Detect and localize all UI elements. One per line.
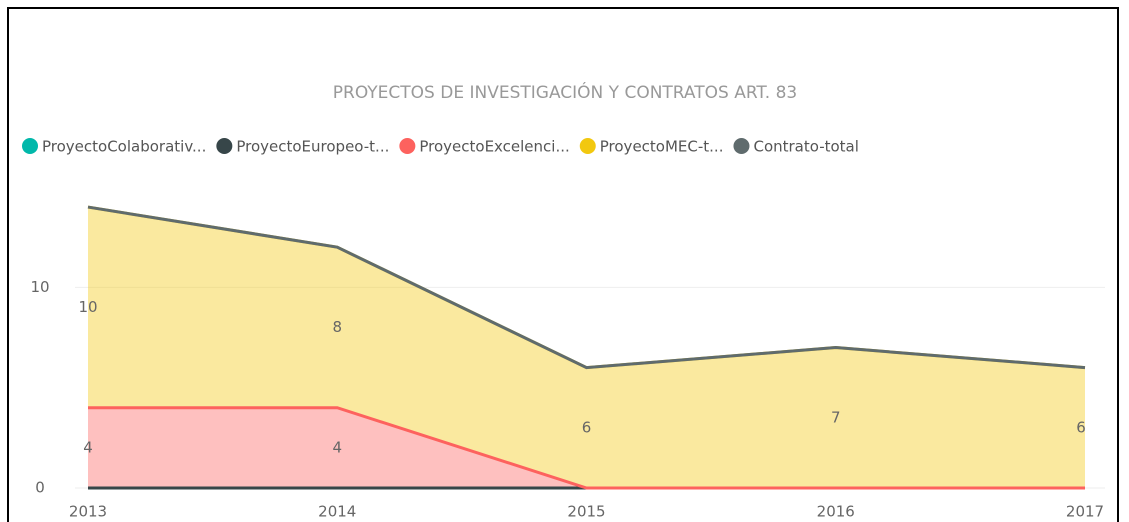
- area: [88, 407, 1085, 488]
- data-label: 4: [83, 438, 93, 456]
- legend-label: ProyectoEuropeo-t...: [236, 138, 389, 156]
- legend-label: ProyectoExcelenci...: [419, 138, 569, 156]
- legend-label: ProyectoColaborativ...: [42, 138, 206, 156]
- y-tick-label: 10: [30, 278, 49, 296]
- legend-label: Contrato-total: [753, 138, 858, 156]
- frame: [7, 7, 1119, 522]
- data-label: 10: [78, 298, 97, 316]
- legend-marker: [579, 138, 596, 154]
- x-tick-label: 2013: [69, 503, 107, 521]
- data-label: 4: [332, 438, 342, 456]
- y-tick-label: 0: [35, 479, 45, 497]
- lines: [87, 205, 1086, 490]
- area: [88, 207, 1085, 489]
- areas: [88, 207, 1085, 489]
- legend-marker: [22, 138, 38, 154]
- data-label: 7: [831, 408, 841, 426]
- x-tick-label: 2014: [318, 503, 356, 521]
- legend-marker: [399, 138, 416, 154]
- area-line: [88, 406, 1085, 490]
- legend-label: ProyectoMEC-t...: [600, 138, 724, 156]
- data-label: 8: [332, 318, 342, 336]
- legend-marker: [216, 138, 233, 154]
- x-tick-label: 2016: [817, 503, 855, 521]
- area-line: [87, 205, 1086, 370]
- x-tick-label: 2015: [567, 503, 605, 521]
- chart-title: PROYECTOS DE INVESTIGACIÓN Y CONTRATOS A…: [333, 81, 797, 103]
- legend-marker: [733, 138, 750, 154]
- data-label: 6: [1076, 418, 1086, 436]
- x-tick-label: 2017: [1066, 503, 1104, 521]
- data-label: 6: [582, 418, 592, 436]
